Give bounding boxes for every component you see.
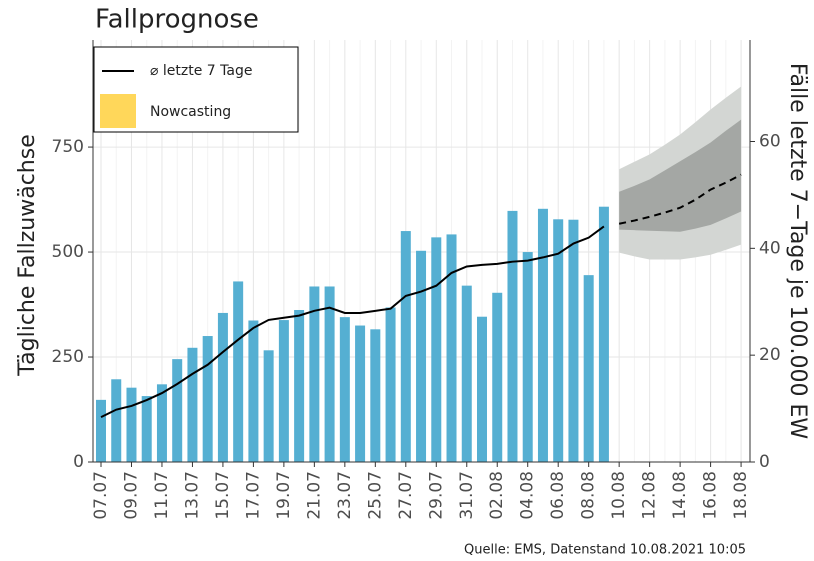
bar <box>477 316 487 462</box>
x-tick-label: 25.07 <box>365 471 385 520</box>
bar <box>217 312 228 462</box>
bar <box>339 317 350 462</box>
y2-axis-label: Fälle letzte 7−Tage je 100.000 EW <box>785 63 810 440</box>
x-tick-label: 02.08 <box>487 471 507 520</box>
y2-tick-label: 40 <box>759 238 781 258</box>
bar <box>537 208 548 462</box>
x-tick-label: 15.07 <box>213 471 233 520</box>
forecast-band <box>619 119 742 232</box>
bar <box>96 399 106 462</box>
bar <box>446 234 457 462</box>
chart-title: Fallprognose <box>95 5 259 35</box>
x-tick-label: 18.08 <box>731 471 751 520</box>
bar <box>324 286 335 462</box>
legend-swatch <box>100 94 136 128</box>
y2-tick-label: 0 <box>759 452 770 472</box>
bar <box>187 347 198 462</box>
x-tick-label: 17.07 <box>243 471 263 520</box>
bar <box>156 384 167 462</box>
x-tick-label: 19.07 <box>274 471 294 520</box>
bar <box>385 307 396 462</box>
avg-line <box>100 225 605 419</box>
bar <box>370 329 381 462</box>
bar <box>111 379 122 462</box>
bar <box>278 320 289 462</box>
y-axis-label: Tägliche Fallzuwächse <box>15 134 40 376</box>
x-tick-label: 23.07 <box>335 471 355 520</box>
y-tick-label: 250 <box>52 347 84 367</box>
bar <box>172 359 183 462</box>
bar <box>248 320 259 462</box>
plot-layer <box>93 40 750 463</box>
y-tick-label: 0 <box>73 452 84 472</box>
bar <box>568 219 579 462</box>
bar <box>492 292 503 462</box>
bar <box>141 396 152 462</box>
bar <box>431 237 442 462</box>
bar <box>126 387 137 462</box>
source-note: Quelle: EMS, Datenstand 10.08.2021 10:05 <box>464 543 746 558</box>
bar <box>522 252 533 462</box>
bar <box>355 325 366 462</box>
x-tick-label: 11.07 <box>152 471 172 520</box>
y-tick-label: 500 <box>52 242 84 262</box>
y2-tick-label: 60 <box>759 131 781 151</box>
bar <box>400 231 411 462</box>
x-tick-label: 13.07 <box>182 471 202 520</box>
bar <box>461 285 472 462</box>
forecast-line <box>618 173 742 225</box>
x-tick-label: 07.07 <box>91 471 111 520</box>
bar <box>202 336 213 462</box>
x-tick-label: 09.07 <box>121 471 141 520</box>
bar <box>553 219 564 462</box>
bar <box>507 210 518 462</box>
x-tick-label: 04.08 <box>518 471 538 520</box>
legend-label: ⌀ letzte 7 Tage <box>150 63 252 79</box>
x-tick-label: 08.08 <box>579 471 599 520</box>
bar <box>294 309 305 462</box>
bar <box>309 286 320 462</box>
x-tick-label: 12.08 <box>640 471 660 520</box>
x-tick-label: 21.07 <box>304 471 324 520</box>
bar <box>583 275 594 462</box>
x-tick-label: 27.07 <box>396 471 416 520</box>
bar <box>263 350 274 462</box>
x-tick-label: 31.07 <box>457 471 477 520</box>
x-tick-label: 29.07 <box>426 471 446 520</box>
bar <box>233 281 244 462</box>
x-tick-label: 14.08 <box>670 471 690 520</box>
bar <box>598 206 609 462</box>
x-tick-label: 16.08 <box>701 471 721 520</box>
bar <box>416 250 427 462</box>
x-tick-label: 06.08 <box>548 471 568 520</box>
y2-tick-label: 20 <box>759 345 781 365</box>
legend-label: Nowcasting <box>150 104 231 120</box>
y-tick-label: 750 <box>52 137 84 157</box>
x-tick-label: 10.08 <box>609 471 629 520</box>
